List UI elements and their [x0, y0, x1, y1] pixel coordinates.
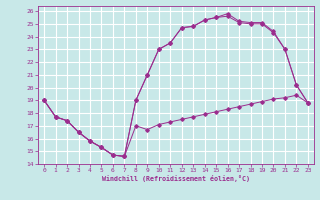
- X-axis label: Windchill (Refroidissement éolien,°C): Windchill (Refroidissement éolien,°C): [102, 175, 250, 182]
